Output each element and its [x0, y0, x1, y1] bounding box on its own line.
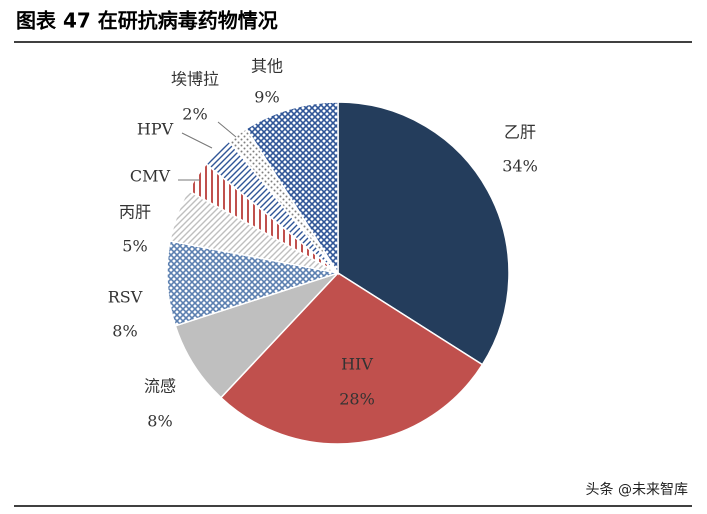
watermark: 头条 @未来智库 — [586, 481, 688, 498]
slice-value-label: 8% — [112, 322, 137, 341]
slice-label: 埃博拉 — [171, 70, 219, 89]
leader-line — [181, 132, 213, 149]
pie-slice — [337, 101, 510, 366]
slice-label: HIV — [341, 355, 373, 374]
leader-line — [217, 121, 237, 138]
slice-label: RSV — [108, 288, 143, 307]
slice-value-label: 2% — [182, 105, 207, 124]
slice-value-label: 8% — [147, 412, 172, 431]
slice-value-label: 9% — [254, 88, 279, 107]
slice-label: HPV — [137, 120, 174, 139]
slice-label: 流感 — [144, 377, 176, 396]
slice-label: 其他 — [251, 57, 283, 76]
slice-value-label: 34% — [502, 157, 538, 176]
pie-slice — [245, 101, 339, 276]
slice-value-label: 5% — [122, 237, 147, 256]
pie-slice — [219, 272, 484, 445]
slice-label: 乙肝 — [504, 123, 536, 142]
slice-label: CMV — [130, 167, 171, 186]
slice-label: 丙肝 — [119, 203, 151, 222]
slice-value-label: 28% — [339, 390, 375, 409]
chart-title: 图表 47 在研抗病毒药物情况 — [16, 9, 278, 33]
